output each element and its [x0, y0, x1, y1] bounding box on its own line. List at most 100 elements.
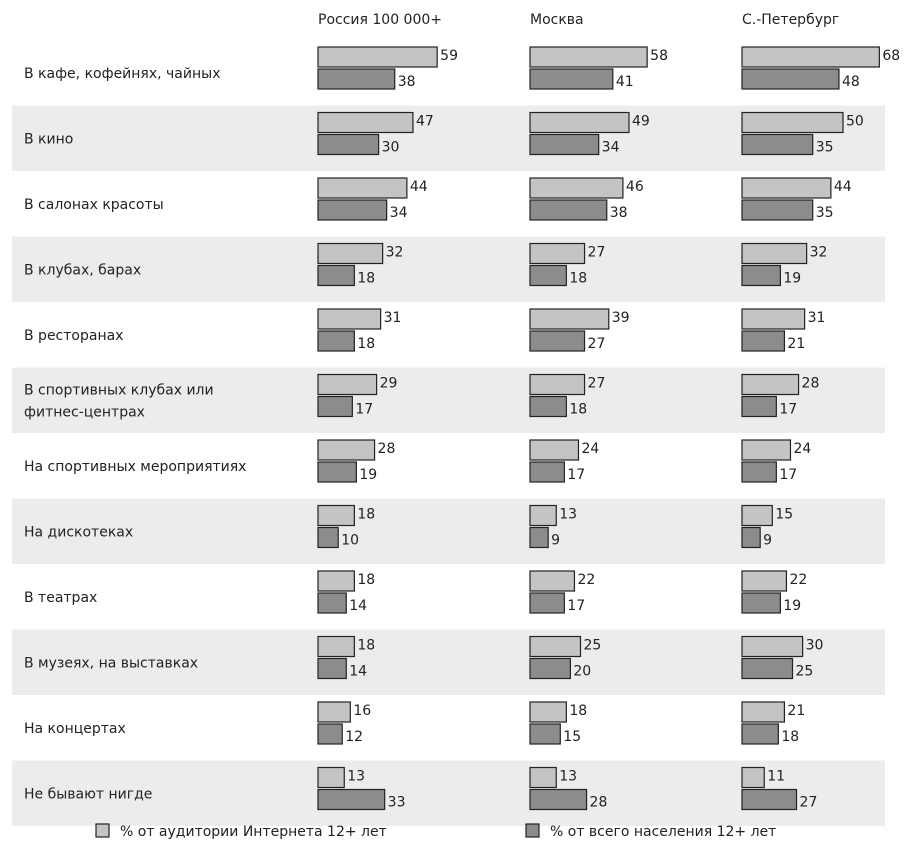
bar: [317, 68, 396, 90]
bar: [317, 177, 408, 199]
bar: [317, 111, 414, 134]
value-label: 27: [800, 795, 818, 811]
panel-title: Россия 100 000+: [318, 12, 442, 28]
bar: [741, 111, 844, 134]
value-label: 19: [359, 467, 377, 483]
bar: [317, 504, 355, 527]
value-label: 18: [569, 271, 587, 287]
value-label: 11: [767, 769, 785, 785]
value-label: 22: [789, 572, 807, 588]
value-label: 25: [796, 664, 814, 680]
category-label: В спортивных клубах или: [24, 382, 214, 398]
bar: [741, 788, 798, 811]
bar: [529, 439, 580, 461]
value-label: 12: [345, 729, 363, 745]
bar: [741, 723, 779, 745]
bar: [741, 766, 765, 789]
row-band: [12, 629, 885, 695]
value-label: 28: [590, 795, 608, 811]
bar: [529, 373, 586, 396]
bar: [741, 68, 840, 90]
bar: [529, 788, 588, 811]
row-band: [12, 105, 885, 171]
bar: [317, 199, 388, 221]
value-label: 18: [569, 703, 587, 719]
value-label: 34: [602, 140, 620, 156]
value-label: 24: [793, 441, 811, 457]
legend-label: % от аудитории Интернета 12+ лет: [120, 824, 387, 840]
bar: [529, 133, 600, 156]
category-label: фитнес-центрах: [24, 404, 145, 420]
value-label: 32: [386, 245, 404, 261]
bar: [317, 461, 357, 483]
bar: [529, 242, 586, 265]
row-band: [12, 760, 885, 826]
bar: [529, 635, 582, 658]
value-label: 39: [612, 310, 630, 326]
category-label: В кафе, кофейнях, чайных: [24, 66, 220, 82]
value-label: 18: [357, 336, 375, 352]
bar: [317, 133, 380, 156]
category-label: Не бывают нигде: [24, 786, 152, 802]
bar: [529, 657, 572, 680]
bar: [741, 570, 788, 592]
bar: [741, 373, 800, 396]
category-label: В салонах красоты: [24, 197, 164, 213]
bar: [741, 308, 806, 330]
value-label: 44: [834, 179, 852, 195]
bar: [529, 766, 557, 789]
value-label: 18: [357, 507, 375, 523]
bar: [741, 526, 761, 549]
value-label: 50: [846, 114, 864, 130]
value-label: 38: [398, 74, 416, 90]
value-label: 41: [616, 74, 634, 90]
bar: [529, 177, 624, 199]
value-label: 21: [787, 703, 805, 719]
bar: [529, 526, 549, 549]
value-label: 68: [882, 48, 900, 64]
value-label: 10: [341, 533, 359, 549]
value-label: 27: [588, 376, 606, 392]
legend-swatch: [95, 823, 110, 838]
bar: [317, 788, 386, 811]
value-label: 25: [584, 638, 602, 654]
value-label: 49: [632, 114, 650, 130]
value-label: 28: [378, 441, 396, 457]
bar: [741, 46, 880, 68]
category-label: В театрах: [24, 590, 97, 606]
bar: [529, 592, 565, 614]
value-label: 58: [650, 48, 668, 64]
value-label: 14: [349, 664, 367, 680]
legend-label: % от всего населения 12+ лет: [550, 824, 776, 840]
value-label: 44: [410, 179, 428, 195]
value-label: 22: [577, 572, 595, 588]
value-label: 18: [357, 572, 375, 588]
value-label: 31: [384, 310, 402, 326]
value-label: 9: [551, 533, 560, 549]
value-label: 27: [588, 336, 606, 352]
value-label: 34: [390, 205, 408, 221]
bar: [317, 723, 343, 745]
value-label: 13: [559, 507, 577, 523]
bar: [529, 504, 557, 527]
bar: [741, 439, 792, 461]
bar: [317, 395, 353, 418]
value-label: 14: [349, 598, 367, 614]
value-label: 17: [779, 467, 797, 483]
category-label: На дискотеках: [24, 524, 133, 540]
category-label: На спортивных мероприятиях: [24, 459, 246, 475]
bar: [741, 242, 808, 265]
value-label: 18: [781, 729, 799, 745]
value-label: 31: [808, 310, 826, 326]
panel-title: Москва: [530, 12, 584, 28]
bar: [529, 395, 567, 418]
category-label: В музеях, на выставках: [24, 655, 198, 671]
value-label: 30: [382, 140, 400, 156]
bar: [317, 766, 345, 789]
value-label: 15: [563, 729, 581, 745]
row-band: [12, 498, 885, 564]
value-label: 38: [610, 205, 628, 221]
value-label: 19: [783, 598, 801, 614]
category-label: В кино: [24, 131, 73, 147]
